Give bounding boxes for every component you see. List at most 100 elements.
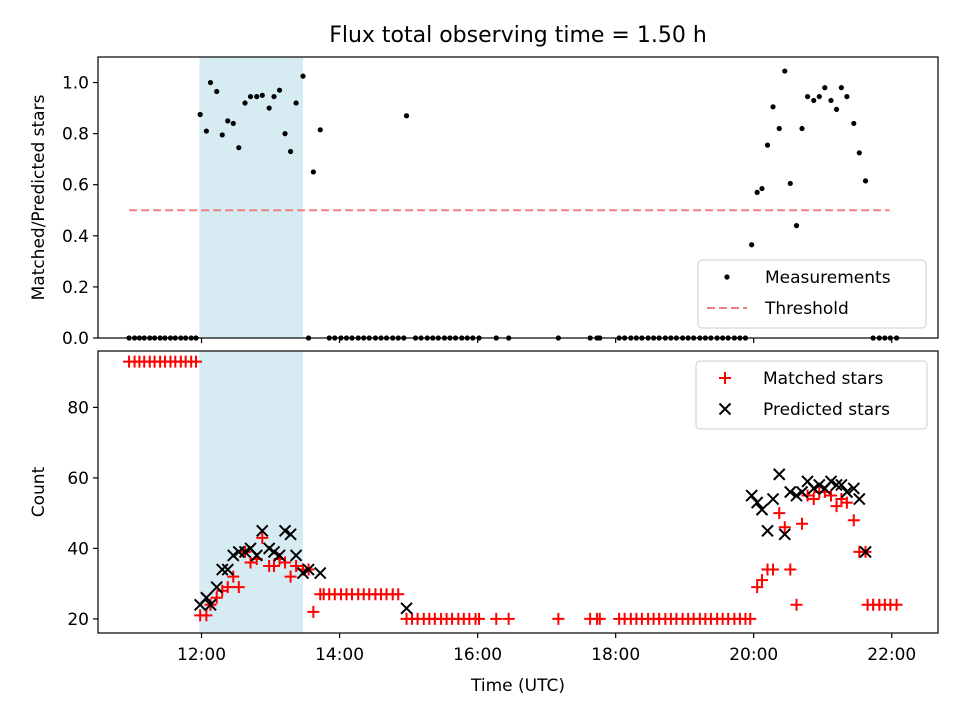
y-tick-label: 0.4	[62, 227, 89, 247]
measurement-point	[793, 223, 800, 229]
matched-star-marker	[210, 591, 223, 604]
legend: Measurements Threshold	[697, 259, 927, 329]
predicted-star-marker	[314, 566, 327, 580]
predicted-star-marker	[296, 566, 310, 580]
predicted-star-marker	[795, 485, 809, 499]
legend-box	[697, 259, 927, 329]
x-axis-label: Time (UTC)	[470, 676, 565, 696]
matched-star-marker	[290, 560, 303, 573]
predicted-star-marker	[778, 528, 791, 541]
measurement-point	[833, 106, 840, 112]
predicted-star-marker	[227, 549, 240, 562]
measurement-point	[787, 180, 793, 187]
matched-star-marker	[801, 489, 814, 502]
measurement-point	[259, 92, 265, 98]
measurement-point	[828, 97, 834, 104]
measurement-point	[844, 93, 850, 100]
series-measurements	[126, 68, 900, 341]
x-tick-label: 16:00	[453, 645, 502, 665]
predicted-star-marker	[210, 580, 223, 594]
x-tick-label: 12:00	[177, 645, 226, 665]
matched-star-marker	[744, 612, 757, 625]
predicted-star-marker	[750, 496, 764, 509]
measurement-point	[293, 100, 299, 106]
predicted-star-marker	[284, 528, 297, 541]
measurement-point	[207, 79, 214, 86]
measurement-point	[856, 150, 862, 156]
predicted-star-marker	[204, 598, 217, 612]
measurement-point	[754, 189, 760, 195]
matched-star-marker	[200, 609, 213, 622]
matched-star-marker	[256, 531, 269, 544]
measurement-point	[287, 148, 294, 155]
matched-star-marker	[830, 500, 843, 513]
measurement-point	[219, 132, 225, 138]
matched-star-marker	[751, 581, 764, 594]
predicted-star-marker	[256, 524, 269, 537]
matched-star-marker	[773, 507, 786, 520]
predicted-star-marker	[745, 489, 758, 502]
legend-matched-marker	[719, 372, 731, 384]
predicted-star-marker	[824, 475, 838, 488]
axes-frame	[97, 350, 939, 634]
measurement-point	[317, 127, 323, 133]
matched-star-marker	[268, 560, 281, 573]
matched-star-marker	[767, 563, 780, 576]
measurement-point	[276, 87, 283, 93]
x-tick-label: 20:00	[729, 645, 778, 665]
predicted-star-marker	[790, 489, 803, 502]
predicted-star-marker	[216, 563, 229, 576]
measurement-point	[247, 93, 254, 100]
matched-star-marker	[502, 612, 515, 625]
matched-star-marker	[593, 612, 606, 625]
x-tick-label: 18:00	[591, 645, 640, 665]
measurement-point	[851, 120, 857, 127]
legend-label: Predicted stars	[763, 400, 890, 420]
predicted-star-marker	[830, 478, 843, 492]
y-axis-label: Count	[29, 466, 49, 517]
y-tick-label: 0.0	[62, 329, 89, 349]
measurement-point	[822, 85, 828, 91]
predicted-star-marker	[238, 545, 252, 559]
y-tick-label: 1.0	[62, 74, 89, 94]
measurement-point	[804, 93, 811, 100]
predicted-star-marker	[400, 602, 413, 615]
legend-box	[695, 360, 928, 430]
matched-star-marker	[221, 581, 234, 594]
predicted-star-marker	[853, 492, 866, 506]
matched-star-marker	[890, 598, 903, 611]
measurement-point	[236, 145, 242, 151]
matched-star-marker	[473, 612, 486, 625]
measurement-point	[862, 178, 869, 184]
legend-measurement-marker	[724, 274, 730, 280]
y-tick-label: 60	[67, 469, 89, 489]
measurement-point	[310, 169, 316, 175]
observing-window-band	[199, 351, 303, 633]
series-predicted-stars	[193, 468, 872, 615]
predicted-star-marker	[784, 485, 797, 499]
measurement-point	[782, 68, 788, 74]
measurement-point	[242, 100, 248, 106]
measurement-point	[203, 128, 209, 134]
matched-star-marker	[552, 612, 565, 625]
predicted-star-marker	[835, 478, 848, 492]
legend: Matched stars Predicted stars	[695, 360, 928, 430]
matched-star-marker	[778, 521, 791, 534]
predicted-star-marker	[761, 524, 774, 537]
measurement-point	[776, 125, 782, 132]
y-tick-label: 40	[67, 539, 89, 559]
measurement-point	[770, 104, 776, 110]
x-tick-label: 14:00	[315, 645, 364, 665]
matched-star-marker	[796, 517, 809, 530]
predicted-star-marker	[773, 468, 786, 481]
legend-predicted-marker	[718, 402, 732, 416]
measurement-point	[764, 142, 771, 148]
y-tick-label: 0.6	[62, 176, 89, 196]
chart-title: Flux total observing time = 1.50 h	[329, 23, 707, 48]
y-tick-label: 80	[67, 398, 89, 418]
predicted-star-marker	[200, 591, 213, 604]
matched-star-marker	[755, 574, 768, 587]
predicted-star-marker	[221, 563, 234, 576]
y-axis-label: Matched/Predicted stars	[29, 94, 49, 300]
matched-star-marker	[825, 489, 838, 502]
